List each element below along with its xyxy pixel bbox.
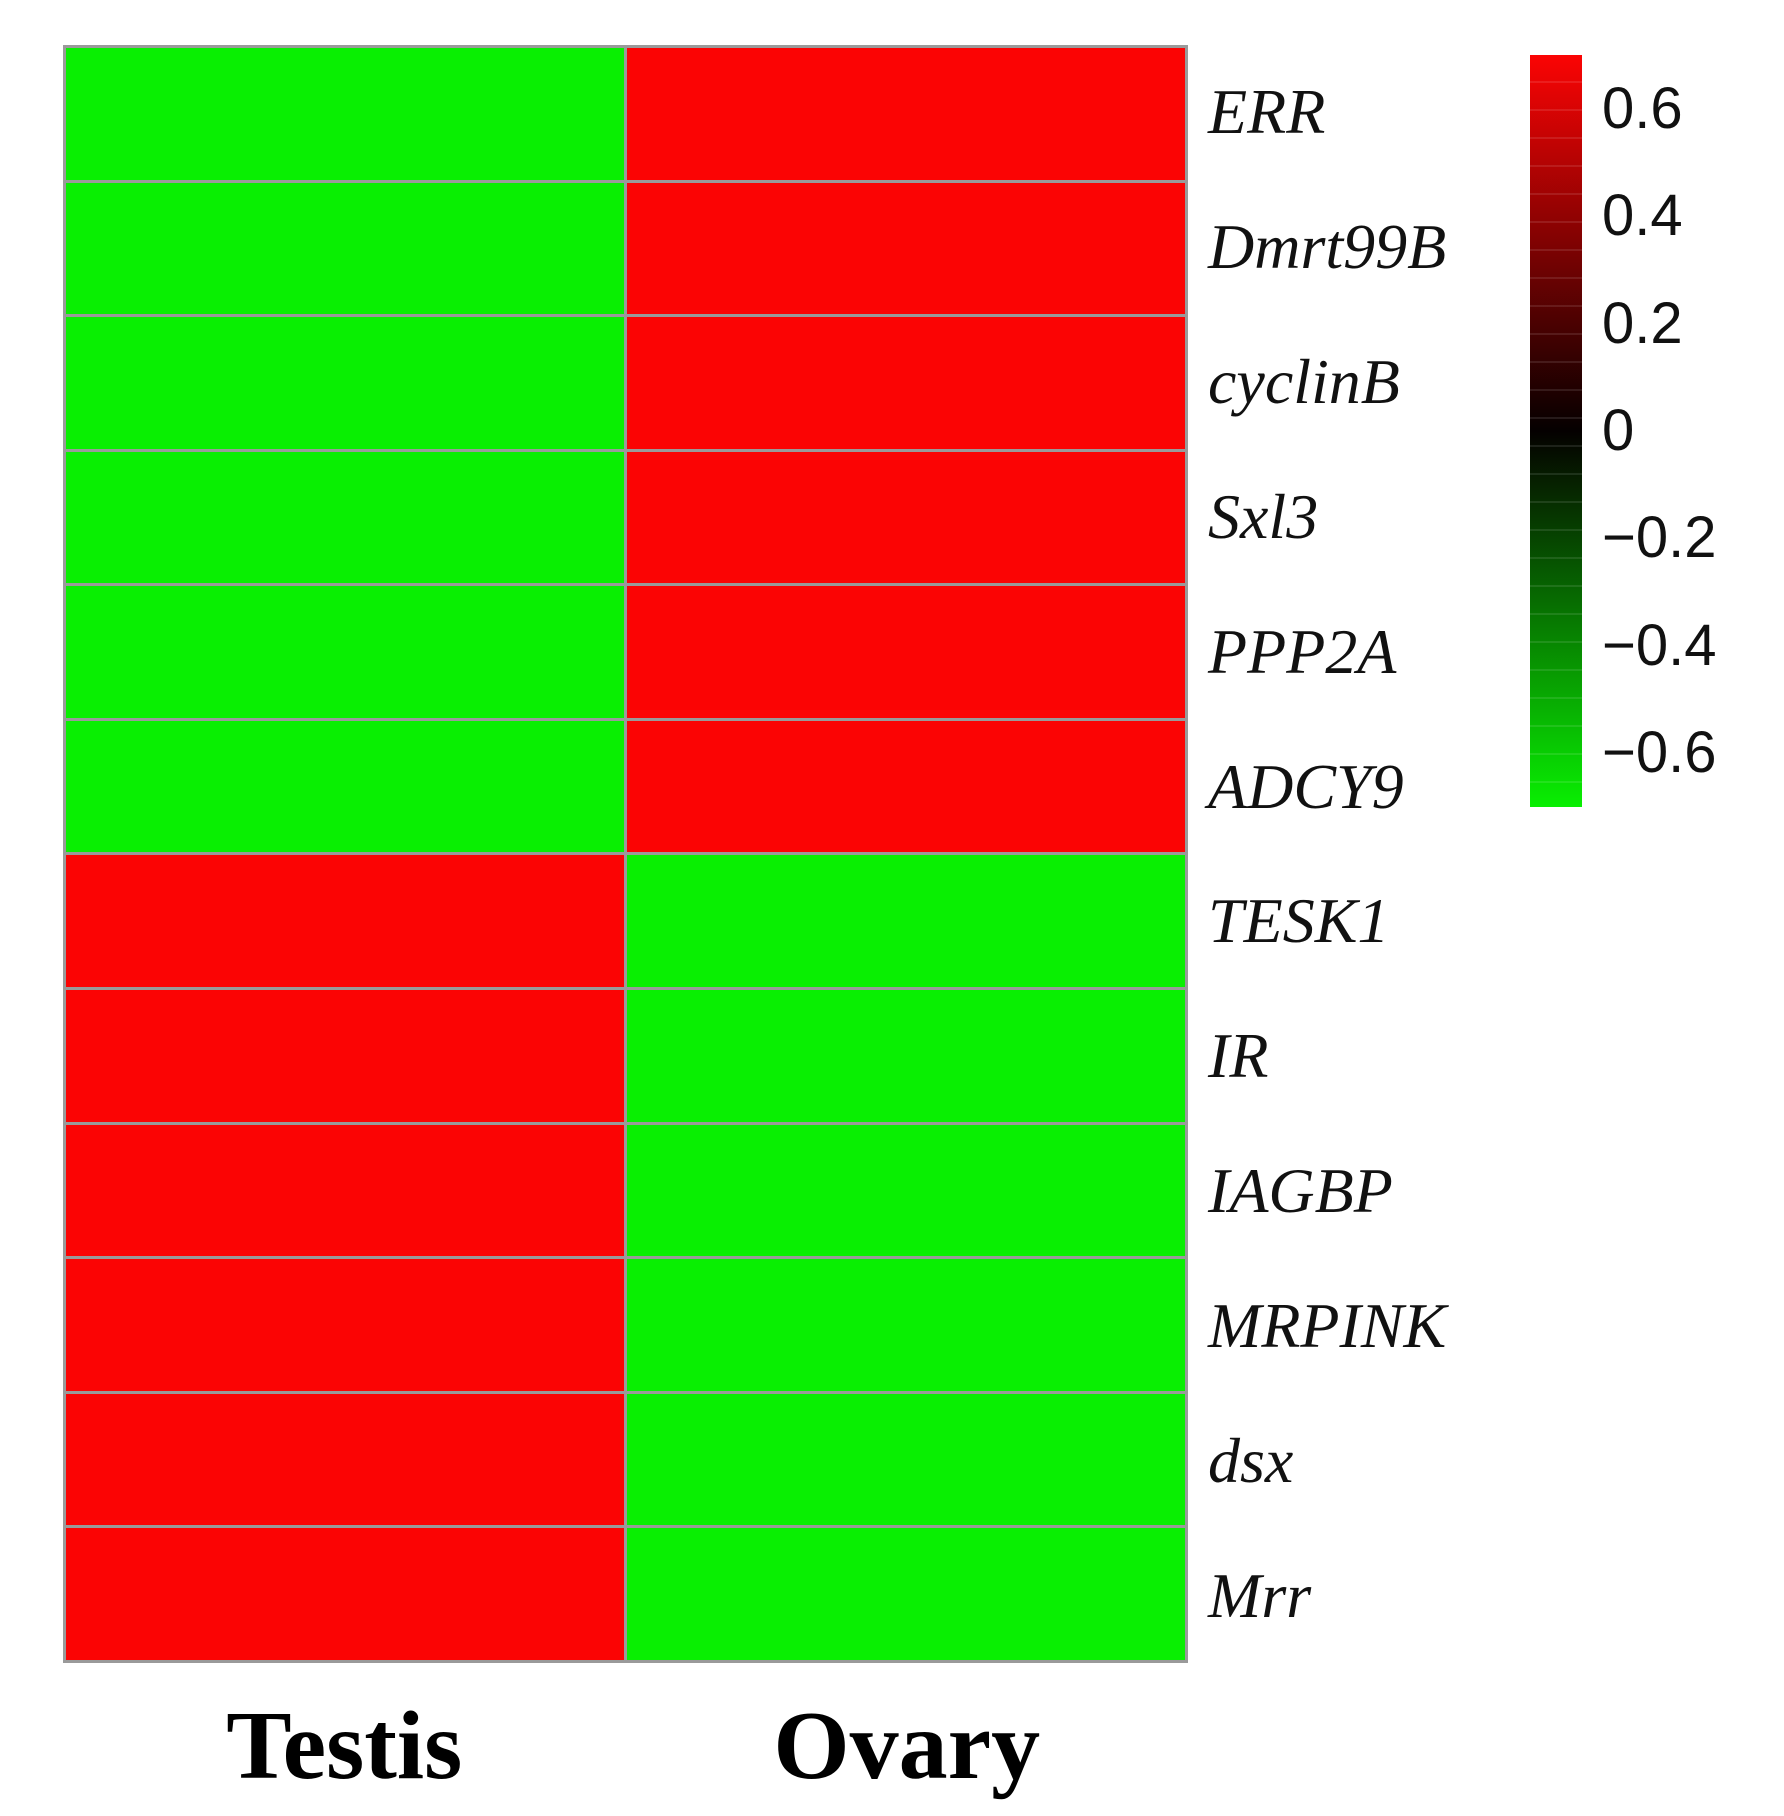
- colorbar-tick: 0.4: [1602, 183, 1683, 249]
- gene-label: Dmrt99B: [1208, 211, 1447, 283]
- heatmap-cell: [66, 1393, 624, 1526]
- heatmap-cell: [627, 1528, 1185, 1660]
- gene-label: cyclinB: [1208, 346, 1400, 418]
- heatmap-cell: [627, 48, 1185, 180]
- heatmap-cell: [66, 990, 624, 1122]
- column-label-testis: Testis: [226, 1691, 463, 1800]
- column-label-ovary: Ovary: [773, 1691, 1041, 1800]
- heatmap-cell: [627, 1259, 1185, 1391]
- heatmap-cell: [627, 990, 1185, 1122]
- colorbar-steps: [1530, 55, 1582, 807]
- colorbar-tick: 0.2: [1602, 290, 1683, 356]
- heatmap-cell: [66, 451, 624, 584]
- gene-label: Mrr: [1208, 1559, 1312, 1631]
- heatmap-cell: [66, 1528, 624, 1660]
- heatmap-cell: [627, 1124, 1185, 1257]
- heatmap-cell: [66, 1124, 624, 1257]
- heatmap-cell: [627, 720, 1185, 853]
- heatmap-cell: [66, 720, 624, 853]
- gene-label: dsx: [1208, 1424, 1294, 1496]
- heatmap-cell: [627, 182, 1185, 315]
- gene-label-column: ERR Dmrt99B cyclinB Sxl3 PPP2A ADCY9 TES…: [1208, 45, 1538, 1663]
- gene-label: ERR: [1208, 76, 1326, 148]
- gene-label: PPP2A: [1208, 615, 1397, 687]
- gene-label: MRPINK: [1208, 1289, 1447, 1361]
- heatmap-cell: [66, 317, 624, 449]
- heatmap-cell: [66, 48, 624, 180]
- gene-label: IR: [1208, 1020, 1269, 1092]
- column-label-row: Testis Ovary: [63, 1688, 1188, 1803]
- heatmap-cell: [627, 586, 1185, 718]
- heatmap-cell: [66, 586, 624, 718]
- heatmap-cell: [66, 182, 624, 315]
- gene-label: Sxl3: [1208, 480, 1319, 552]
- gene-label: ADCY9: [1208, 750, 1404, 822]
- colorbar-gradient: [1530, 55, 1582, 807]
- heatmap-cell: [627, 317, 1185, 449]
- heatmap-grid: [63, 45, 1188, 1663]
- heatmap-cell: [66, 855, 624, 988]
- heatmap-cell: [627, 451, 1185, 584]
- heatmap-cell: [627, 1393, 1185, 1526]
- colorbar-tick: −0.2: [1602, 505, 1717, 571]
- gene-label: TESK1: [1208, 885, 1390, 957]
- colorbar-tick: −0.6: [1602, 720, 1717, 786]
- colorbar-tick: −0.4: [1602, 612, 1717, 678]
- heatmap-cell: [627, 855, 1185, 988]
- colorbar-tick: 0: [1602, 398, 1635, 463]
- heatmap-cell: [66, 1259, 624, 1391]
- colorbar-tick-labels: 0.6 0.4 0.2 0 −0.2 −0.4 −0.6: [1602, 55, 1782, 807]
- gene-label: IAGBP: [1208, 1155, 1393, 1227]
- colorbar-tick: 0.6: [1602, 75, 1683, 141]
